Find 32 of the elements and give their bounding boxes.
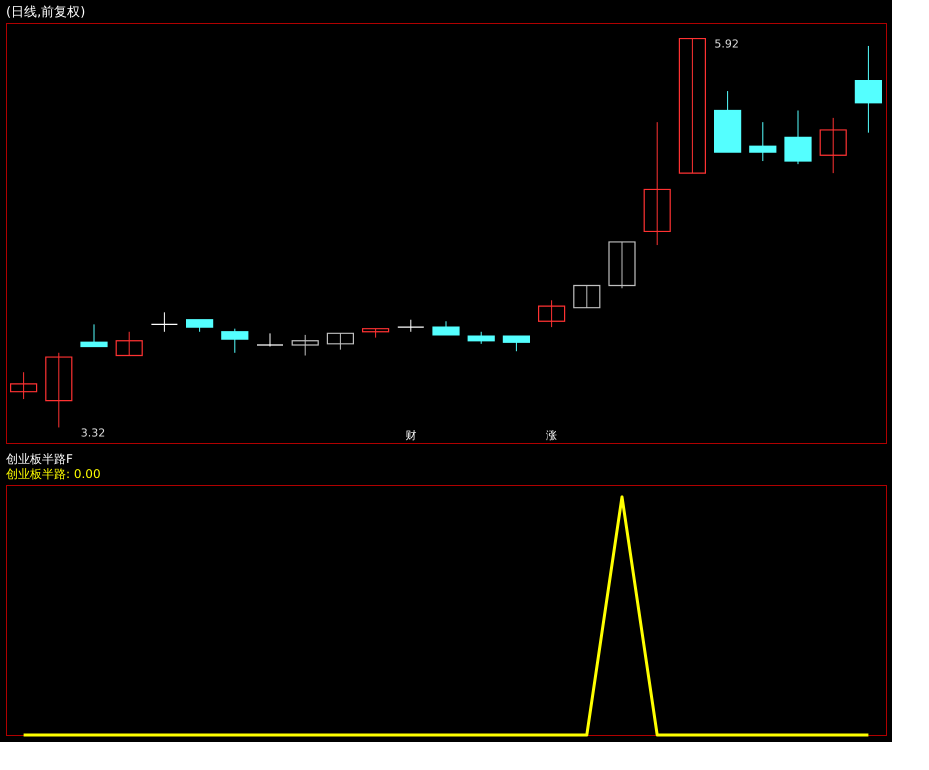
text: 财: [405, 429, 416, 442]
annotation: 5.92: [714, 38, 739, 51]
candlestick: [326, 332, 354, 350]
chart-title: (日线,前复权): [6, 5, 86, 20]
candlestick: [45, 352, 72, 428]
chart-subtitle: 创业板半路: 0.00: [6, 467, 101, 481]
candlestick: [784, 110, 812, 165]
candlestick: [186, 319, 214, 332]
candlestick: [468, 331, 495, 344]
annotation: 3.32: [80, 426, 106, 440]
candlestick: [608, 241, 636, 289]
candlestick: [749, 122, 776, 162]
candlestick: [10, 372, 38, 400]
candlestick: [538, 300, 566, 328]
candlestick: [221, 328, 248, 354]
candlestick: [116, 331, 143, 356]
candlestick: [150, 312, 178, 332]
candlestick: [820, 117, 847, 174]
candlestick: [432, 320, 460, 336]
candlestick: [714, 90, 742, 153]
candlestick: [256, 332, 284, 348]
candlestick: [854, 45, 882, 134]
chart-title: 创业板半路F: [6, 452, 73, 466]
candlestick: [573, 284, 600, 308]
text: 涨: [546, 429, 558, 442]
candlestick: [397, 319, 424, 332]
candlestick: [362, 328, 390, 338]
candlestick: [644, 122, 671, 246]
candlestick: [80, 324, 108, 348]
candlestick: [678, 38, 706, 174]
candlestick: [502, 335, 530, 352]
candlestick: [292, 334, 319, 356]
